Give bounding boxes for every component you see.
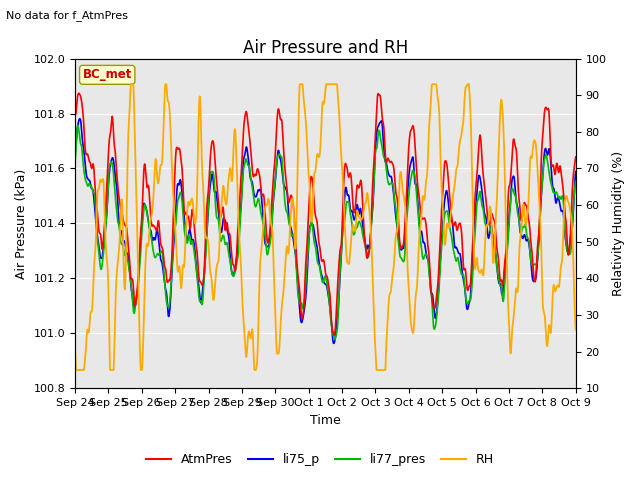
Y-axis label: Relativity Humidity (%): Relativity Humidity (%) [612, 151, 625, 296]
X-axis label: Time: Time [310, 414, 340, 427]
Legend: AtmPres, li75_p, li77_pres, RH: AtmPres, li75_p, li77_pres, RH [141, 448, 499, 471]
Title: Air Pressure and RH: Air Pressure and RH [243, 39, 408, 57]
Y-axis label: Air Pressure (kPa): Air Pressure (kPa) [15, 168, 28, 278]
Text: BC_met: BC_met [83, 68, 132, 81]
Text: No data for f_AtmPres: No data for f_AtmPres [6, 10, 129, 21]
